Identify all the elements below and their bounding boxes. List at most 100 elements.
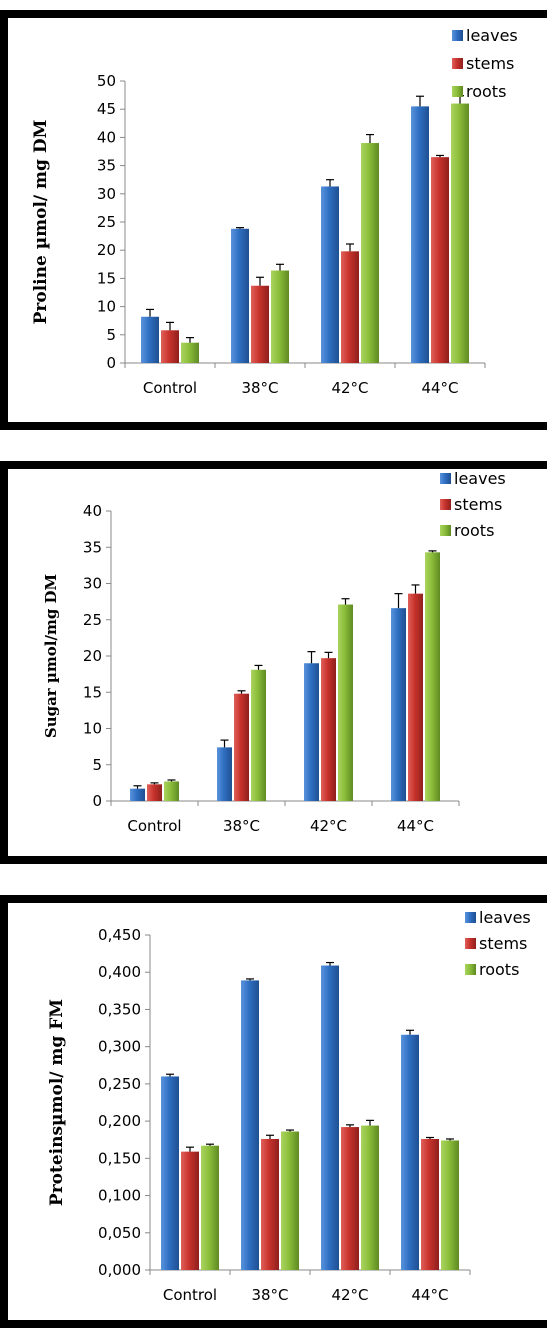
bar-stems bbox=[251, 285, 269, 363]
bar-stems bbox=[341, 251, 359, 363]
y-tick-label: 20 bbox=[97, 241, 116, 259]
x-tick-label: 42°C bbox=[331, 379, 368, 397]
y-tick-label: 30 bbox=[83, 575, 102, 593]
proline-chart: 0 5 10 15 20 25 30 35 40 45 50 Control 38°C 42°C 44°C l… bbox=[0, 10, 547, 430]
x-tick-label: 44°C bbox=[421, 379, 458, 397]
y-tick-label: 35 bbox=[97, 157, 116, 175]
y-tick-label: 0,300 bbox=[98, 1038, 141, 1056]
bar-leaves bbox=[321, 186, 339, 363]
bar-roots bbox=[164, 781, 179, 801]
sugar-chart-panel: 0 5 10 15 20 25 30 35 40 Control 38°C 42°C 44°C leave… bbox=[0, 461, 547, 864]
legend-swatch-roots bbox=[440, 525, 451, 536]
y-axis-label: Proline µmol/ mg DM bbox=[31, 119, 51, 324]
bar-roots bbox=[251, 669, 266, 801]
y-tick-label: 0 bbox=[92, 792, 102, 810]
y-tick-label: 35 bbox=[83, 538, 102, 556]
bar-leaves bbox=[161, 1076, 179, 1270]
legend-label-stems: stems bbox=[479, 934, 527, 953]
x-tick-label: 42°C bbox=[331, 1286, 368, 1304]
bar-roots bbox=[451, 103, 469, 363]
bar-roots bbox=[441, 1140, 459, 1270]
x-tick-label: Control bbox=[127, 817, 181, 835]
y-tick-label: 0,200 bbox=[98, 1112, 141, 1130]
bar-roots bbox=[271, 270, 289, 363]
legend-label-roots: roots bbox=[479, 960, 519, 979]
legend-swatch-stems bbox=[440, 499, 451, 510]
legend-label-roots: roots bbox=[454, 521, 494, 540]
y-tick-label: 30 bbox=[97, 185, 116, 203]
legend-swatch-stems bbox=[452, 58, 463, 69]
bar-leaves bbox=[217, 747, 232, 801]
bar-leaves bbox=[241, 980, 259, 1270]
bar-stems bbox=[147, 784, 162, 801]
y-tick-label: 25 bbox=[97, 213, 116, 231]
bar-leaves bbox=[130, 788, 145, 801]
y-tick-label: 10 bbox=[83, 720, 102, 738]
bar-stems bbox=[261, 1138, 279, 1270]
bar-stems bbox=[431, 157, 449, 363]
bar-stems bbox=[408, 593, 423, 801]
y-tick-label: 0,350 bbox=[98, 1000, 141, 1018]
y-tick-label: 40 bbox=[97, 128, 116, 146]
bar-roots bbox=[361, 1125, 379, 1270]
y-tick-label: 0,050 bbox=[98, 1224, 141, 1242]
proteins-chart: 0,000 0,050 0,100 0,150 0,200 0,250 0,300 0,350… bbox=[0, 895, 547, 1328]
y-axis-label: Sugar µmol/mg DM bbox=[42, 574, 60, 738]
bar-leaves bbox=[141, 316, 159, 363]
bar-leaves bbox=[391, 608, 406, 801]
y-axis-label: Proteinsµmol/ mg FM bbox=[47, 999, 67, 1206]
bar-stems bbox=[421, 1138, 439, 1270]
bar-leaves bbox=[321, 965, 339, 1270]
y-tick-label: 15 bbox=[97, 269, 116, 287]
bar-leaves bbox=[401, 1034, 419, 1270]
sugar-chart: 0 5 10 15 20 25 30 35 40 Control 38°C 42°C 44°C leave… bbox=[0, 461, 547, 864]
bar-roots bbox=[181, 342, 199, 363]
bar-leaves bbox=[231, 228, 249, 363]
legend-label-stems: stems bbox=[466, 54, 514, 73]
legend-label-roots: roots bbox=[466, 82, 506, 101]
legend-label-leaves: leaves bbox=[479, 908, 531, 927]
bar-roots bbox=[201, 1145, 219, 1270]
chart-frame bbox=[0, 461, 547, 864]
bar-leaves bbox=[411, 106, 429, 363]
bar-leaves bbox=[304, 663, 319, 801]
legend-label-leaves: leaves bbox=[454, 469, 506, 488]
bar-roots bbox=[338, 604, 353, 801]
bar-roots bbox=[361, 143, 379, 363]
y-tick-label: 0,000 bbox=[98, 1261, 141, 1279]
bar-roots bbox=[425, 552, 440, 801]
bar-stems bbox=[321, 658, 336, 801]
y-tick-label: 0,250 bbox=[98, 1075, 141, 1093]
x-tick-label: 38°C bbox=[223, 817, 260, 835]
y-tick-label: 25 bbox=[83, 611, 102, 629]
bar-roots bbox=[281, 1131, 299, 1270]
legend-label-stems: stems bbox=[454, 495, 502, 514]
chart-frame bbox=[0, 10, 547, 430]
y-tick-label: 40 bbox=[83, 502, 102, 520]
y-tick-label: 0,150 bbox=[98, 1149, 141, 1167]
legend-swatch-roots bbox=[465, 964, 476, 975]
x-tick-label: Control bbox=[163, 1286, 217, 1304]
proline-chart-panel: 0 5 10 15 20 25 30 35 40 45 50 Control 38°C 42°C 44°C l… bbox=[0, 10, 547, 430]
x-tick-label: 44°C bbox=[397, 817, 434, 835]
y-tick-label: 15 bbox=[83, 683, 102, 701]
legend-label-leaves: leaves bbox=[466, 26, 518, 45]
x-tick-label: 42°C bbox=[310, 817, 347, 835]
bar-stems bbox=[341, 1127, 359, 1270]
legend-swatch-stems bbox=[465, 938, 476, 949]
legend-swatch-leaves bbox=[452, 30, 463, 41]
x-tick-label: 44°C bbox=[411, 1286, 448, 1304]
y-tick-label: 50 bbox=[97, 72, 116, 90]
y-tick-label: 20 bbox=[83, 647, 102, 665]
y-tick-label: 0,100 bbox=[98, 1187, 141, 1205]
proteins-chart-panel: 0,000 0,050 0,100 0,150 0,200 0,250 0,300 0,350… bbox=[0, 895, 547, 1328]
y-tick-label: 0 bbox=[106, 354, 116, 372]
legend-swatch-leaves bbox=[440, 473, 451, 484]
bar-stems bbox=[181, 1151, 199, 1270]
bar-stems bbox=[234, 693, 249, 801]
chart-frame bbox=[0, 895, 547, 1328]
x-tick-label: Control bbox=[143, 379, 197, 397]
y-tick-label: 0,400 bbox=[98, 963, 141, 981]
y-tick-label: 5 bbox=[106, 326, 116, 344]
y-tick-label: 45 bbox=[97, 100, 116, 118]
